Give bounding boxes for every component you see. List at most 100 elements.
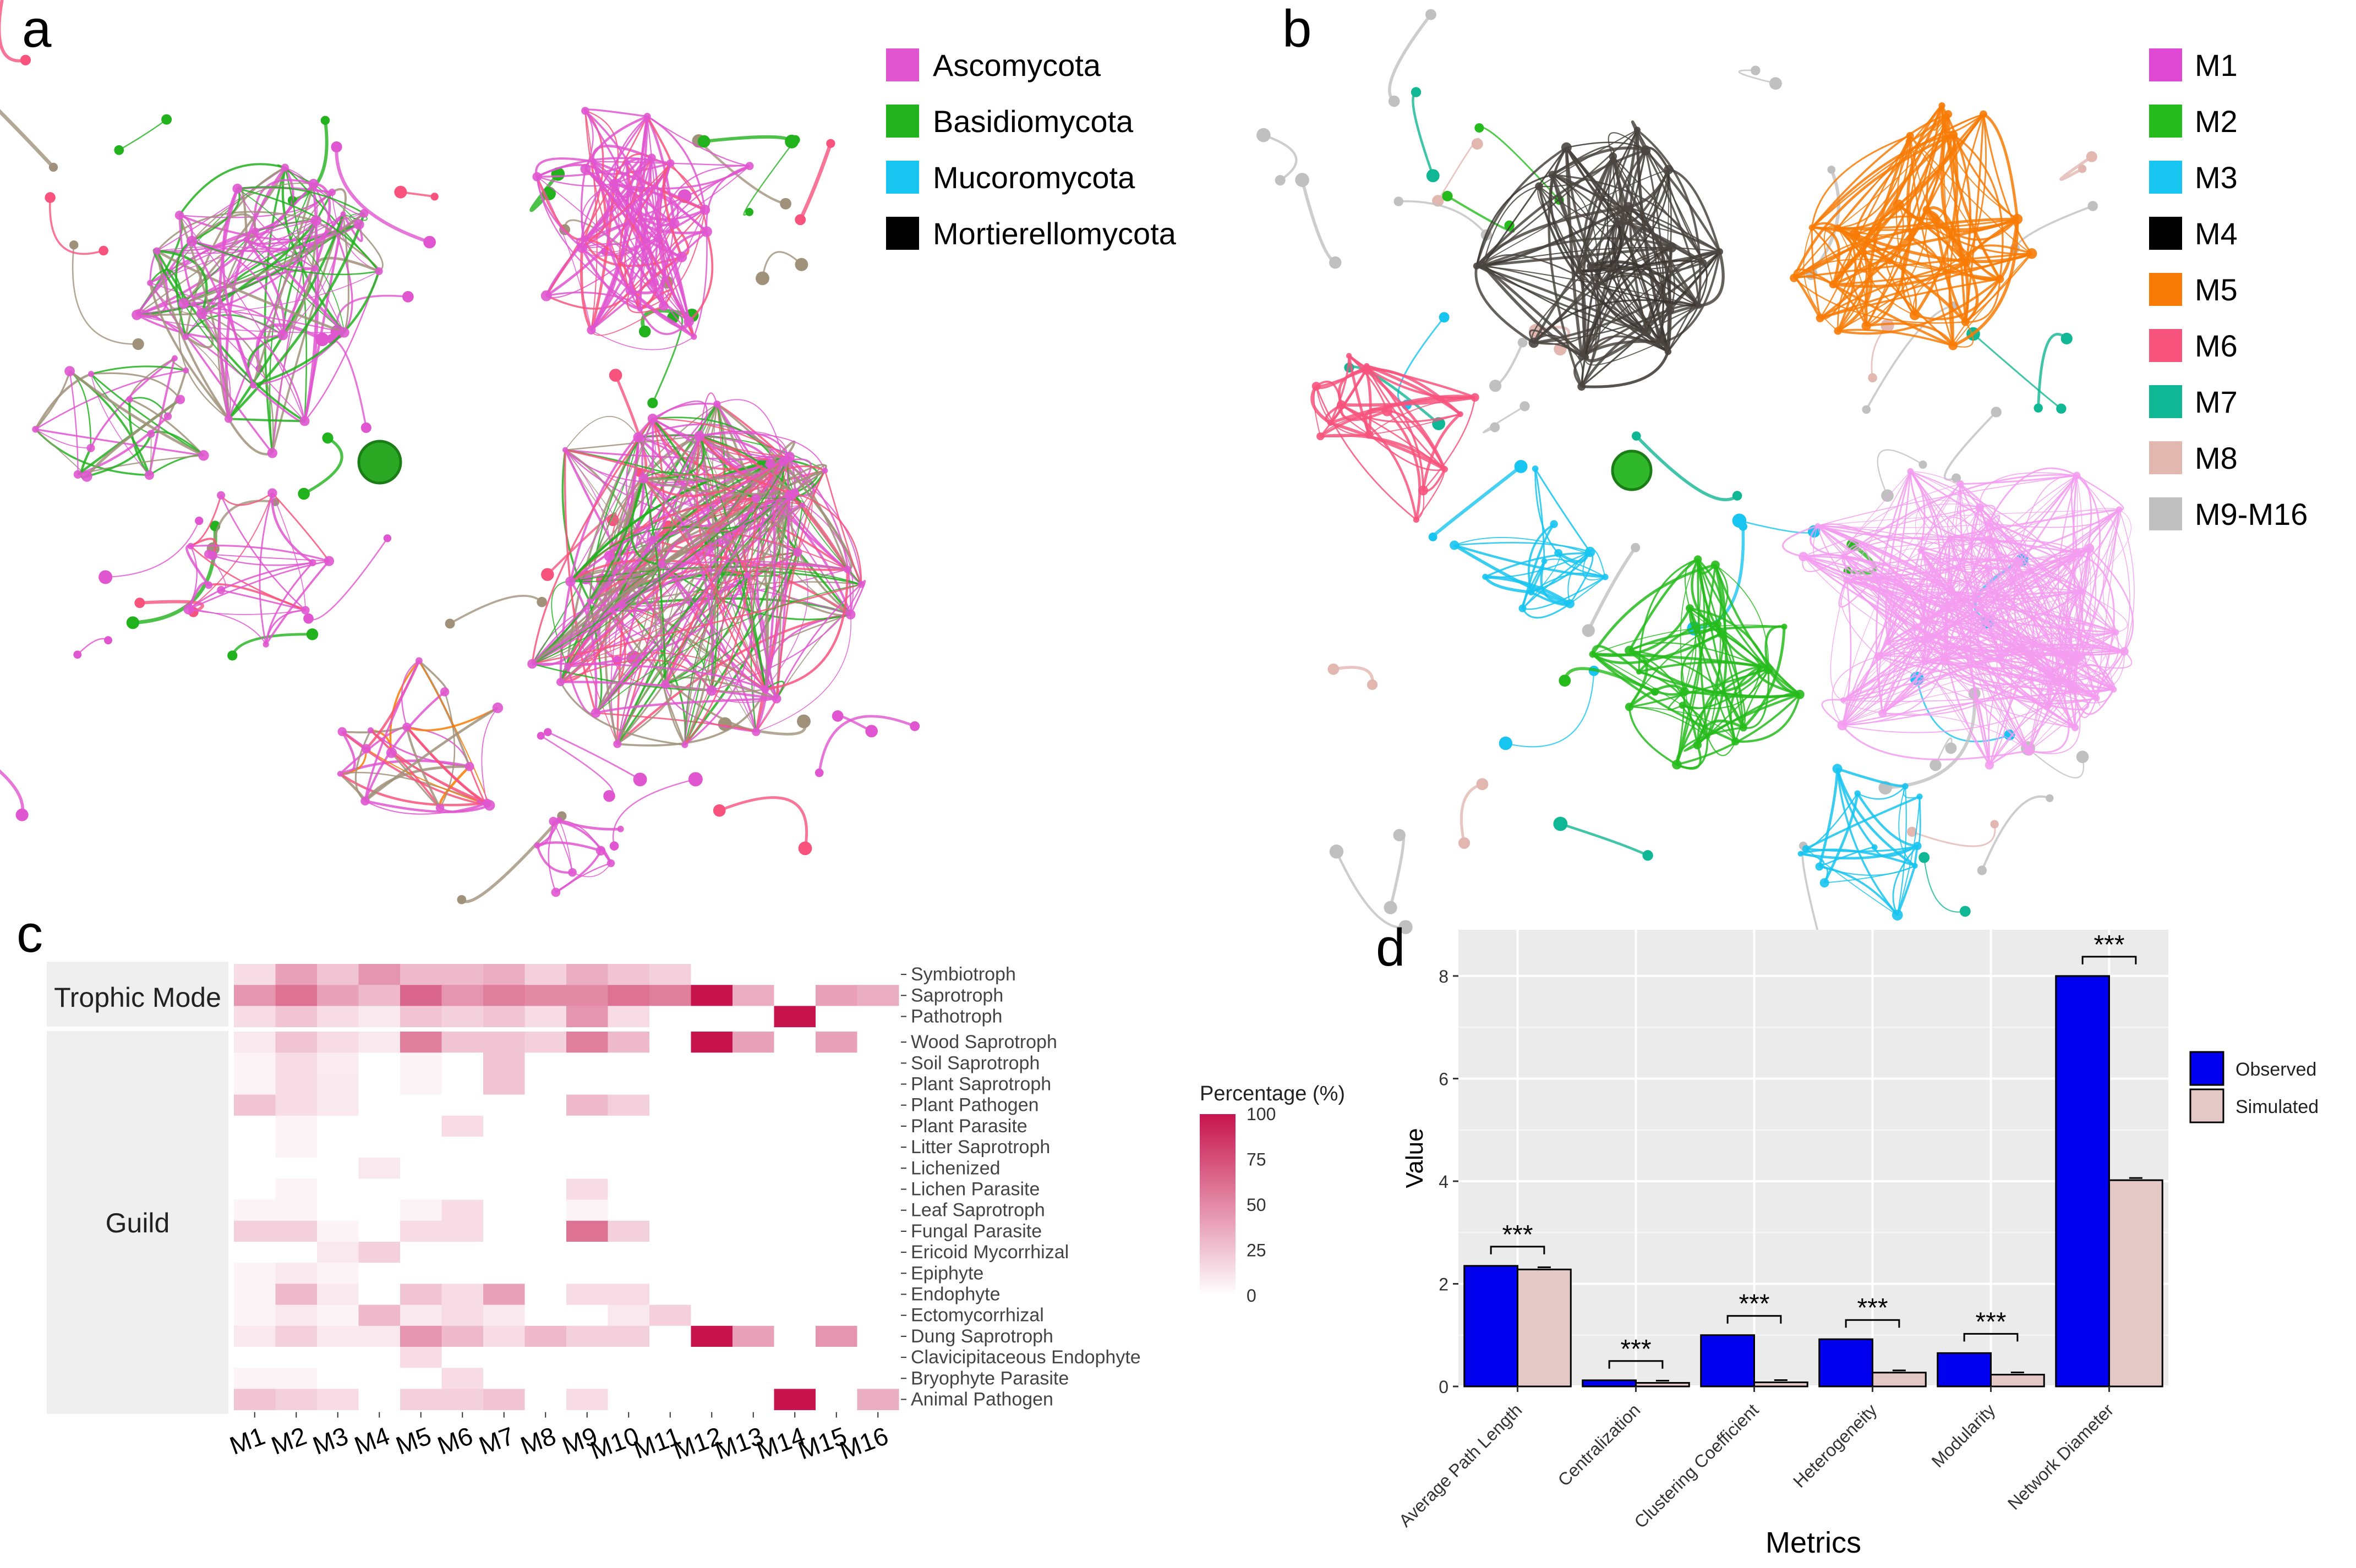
network-edge [1919, 483, 1961, 621]
network-edge [775, 470, 826, 699]
network-node [1881, 489, 1894, 502]
network-edge [1898, 204, 1967, 264]
x-tick-label: Modularity [1928, 1400, 1999, 1471]
network-edge [595, 584, 862, 714]
row-label: Leaf Saprotroph [911, 1200, 1045, 1221]
network-edge [313, 256, 380, 273]
network-edge [449, 595, 543, 625]
network-edge [595, 456, 790, 714]
heat-cell [483, 1325, 525, 1347]
network-edge [581, 163, 671, 249]
heat-cell [857, 1347, 899, 1368]
network-node [1471, 138, 1483, 150]
network-edge [1560, 823, 1649, 857]
network-node [73, 470, 83, 479]
network-a-hub [357, 440, 402, 485]
network-node [1860, 249, 1867, 256]
network-edge [2073, 688, 2097, 719]
network-edge [537, 157, 653, 187]
network-edge [1885, 471, 1911, 643]
heat-cell [483, 1094, 525, 1116]
heat-cell [441, 1263, 484, 1284]
network-node [792, 547, 802, 557]
row-label: Bryophyte Parasite [911, 1368, 1069, 1389]
network-edge [1539, 156, 1614, 188]
network-node [843, 566, 851, 573]
network-edge [1803, 556, 2059, 682]
network-edge [643, 478, 766, 690]
network-edge [1475, 174, 1553, 266]
row-label: Litter Saprotroph [911, 1137, 1050, 1158]
network-edge [1988, 523, 2054, 705]
network-edge [1595, 129, 1638, 287]
network-edge [1823, 226, 1838, 285]
network-node [1441, 465, 1448, 473]
heat-cell [649, 1325, 691, 1347]
heat-cell [234, 1242, 276, 1263]
heat-cell [733, 1242, 774, 1263]
network-edge [2076, 676, 2114, 699]
network-edge [364, 765, 470, 802]
network-node [857, 580, 865, 588]
significance-bracket [1963, 1333, 2019, 1342]
network-node [1381, 405, 1393, 416]
network-edge [717, 456, 790, 533]
heat-cell [857, 1115, 899, 1137]
network-node [1623, 202, 1633, 212]
network-node [1664, 348, 1672, 355]
network-edge [265, 560, 330, 645]
heat-cell [400, 1006, 442, 1028]
network-node [1457, 411, 1463, 418]
heat-cell [483, 1137, 525, 1158]
network-edge [1989, 661, 2073, 766]
heat-cell [649, 1389, 691, 1411]
legend-b-swatch-m3 [2149, 161, 2182, 194]
panel-label-c: c [17, 904, 43, 963]
network-edge [1552, 146, 1615, 176]
y-tick-label: 4 [1439, 1172, 1448, 1192]
heat-cell [400, 1263, 442, 1284]
heat-cell [566, 1263, 608, 1284]
network-edge [0, 0, 26, 63]
network-node [183, 604, 194, 615]
network-edge [624, 163, 671, 291]
network-edge [1819, 234, 1856, 319]
heat-cell [608, 1220, 650, 1242]
heat-cell [566, 1137, 608, 1158]
network-edge [616, 492, 795, 744]
heat-cell [649, 1368, 691, 1389]
network-edge [1582, 553, 1606, 581]
network-edge [641, 309, 693, 332]
heat-cell [774, 1304, 816, 1326]
network-edge [1532, 221, 1619, 344]
network-node [1625, 645, 1635, 656]
network-edge [567, 652, 766, 690]
network-node [147, 430, 155, 438]
network-edge [1659, 305, 1699, 343]
row-label: Lichen Parasite [911, 1179, 1040, 1200]
heat-cell [275, 985, 318, 1006]
network-edge [188, 562, 313, 610]
network-node [88, 371, 95, 377]
network-node [1693, 741, 1702, 750]
significance-bracket [1726, 1315, 1782, 1324]
network-edge [589, 435, 701, 601]
row-label: Clavicipitaceous Endophyte [911, 1347, 1141, 1368]
network-edge [237, 188, 345, 333]
network-edge [559, 820, 602, 851]
heat-cell [483, 1115, 525, 1137]
significance-label: *** [1502, 1220, 1533, 1249]
heat-cell [358, 1263, 401, 1284]
row-label: Soil Saprotroph [911, 1052, 1040, 1073]
network-node [666, 159, 675, 168]
heat-cell [691, 1052, 733, 1074]
network-edge [560, 563, 662, 683]
heat-cell [816, 1220, 857, 1242]
network-edge [2081, 509, 2131, 592]
network-edge [652, 314, 684, 404]
network-edge [1628, 558, 1699, 651]
heat-cell [816, 1052, 857, 1074]
heat-cell [691, 1158, 733, 1179]
network-node [2026, 248, 2037, 259]
network-node [1593, 282, 1601, 290]
